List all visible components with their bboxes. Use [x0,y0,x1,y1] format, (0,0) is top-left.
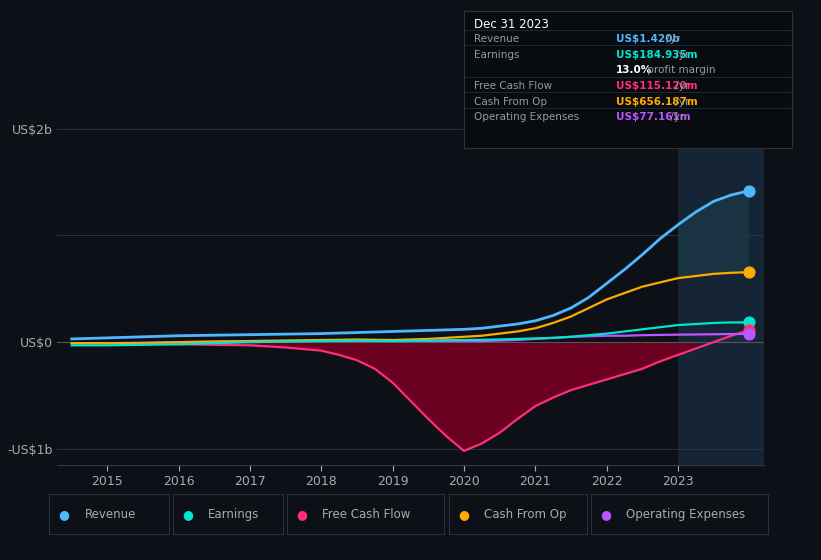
Point [743,318,756,327]
Text: ●: ● [296,507,307,521]
Text: /yr: /yr [672,81,690,91]
Text: US$115.120m: US$115.120m [616,81,697,91]
Point [743,329,756,338]
Text: Free Cash Flow: Free Cash Flow [474,81,552,91]
Bar [678,129,764,465]
Text: Cash From Op: Cash From Op [484,507,566,521]
Text: Free Cash Flow: Free Cash Flow [322,507,410,521]
Text: Revenue: Revenue [474,34,519,44]
Text: /yr: /yr [667,113,685,123]
Text: /yr: /yr [672,50,690,60]
Text: Operating Expenses: Operating Expenses [626,507,745,521]
Text: /yr: /yr [663,34,680,44]
Text: US$656.187m: US$656.187m [616,97,698,107]
Text: Earnings: Earnings [474,50,519,60]
Text: ●: ● [58,507,70,521]
Text: US$1.420b: US$1.420b [616,34,680,44]
Text: Cash From Op: Cash From Op [474,97,547,107]
Text: 13.0%: 13.0% [616,66,652,76]
Text: ●: ● [600,507,612,521]
Text: Operating Expenses: Operating Expenses [474,113,579,123]
Text: Revenue: Revenue [85,507,136,521]
Text: US$77.161m: US$77.161m [616,113,690,123]
Point [743,268,756,277]
Text: profit margin: profit margin [644,66,715,76]
Text: ●: ● [182,507,193,521]
Text: /yr: /yr [672,97,690,107]
Point [743,186,756,195]
Text: Dec 31 2023: Dec 31 2023 [474,17,548,31]
Text: ●: ● [458,507,469,521]
Text: US$184.935m: US$184.935m [616,50,697,60]
Point [743,325,756,334]
Text: Earnings: Earnings [209,507,259,521]
